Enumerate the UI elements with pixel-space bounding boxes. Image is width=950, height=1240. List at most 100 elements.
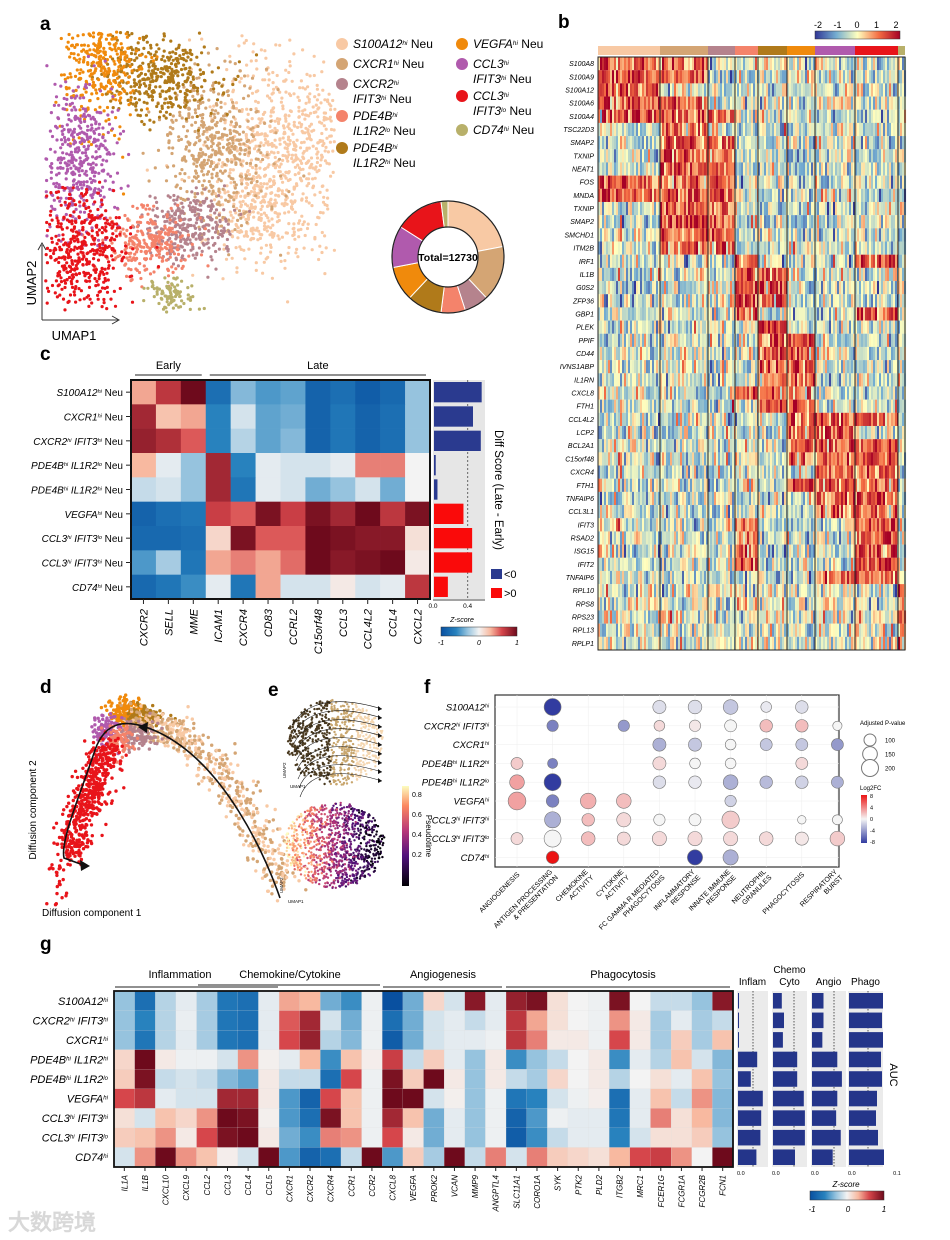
cell-point [219, 100, 223, 104]
heatmap-cell [642, 57, 645, 71]
cell-point [307, 100, 311, 104]
cell-point [246, 74, 250, 78]
cell-point [197, 106, 201, 110]
cell-point [106, 113, 110, 117]
heatmap-cell [875, 96, 878, 110]
heatmap-cell [726, 96, 729, 110]
heatmap-cell [776, 149, 779, 163]
cell-point [279, 259, 283, 263]
cell-point [292, 230, 296, 234]
cell-point [230, 160, 234, 164]
cell-point [93, 277, 97, 281]
cell-point [182, 63, 186, 67]
cell-point [83, 119, 87, 124]
cell-point [176, 74, 180, 78]
cell-point [193, 206, 197, 210]
cell-point [109, 99, 113, 103]
cell-point [208, 105, 212, 109]
cell-point [323, 98, 327, 102]
cell-point [210, 236, 215, 240]
cell-point [108, 174, 113, 178]
heatmap-cell [857, 136, 860, 150]
cell-point [276, 234, 280, 238]
cell-point [84, 109, 88, 113]
cell-point [216, 236, 220, 240]
heatmap-cell [829, 70, 832, 84]
cell-point [72, 268, 76, 272]
heatmap-cell [776, 83, 779, 97]
heatmap-cell [835, 162, 838, 176]
cell-point [129, 51, 134, 56]
cell-point [239, 162, 243, 167]
heatmap-cell [606, 162, 609, 176]
cell-point [267, 200, 271, 204]
cell-point [50, 134, 55, 139]
cell-point [86, 124, 90, 128]
cell-point [186, 297, 190, 301]
cell-point [199, 72, 203, 76]
heatmap-cell [780, 136, 783, 150]
cell-point [329, 104, 333, 108]
heatmap-cell [724, 96, 727, 110]
heatmap-cell [778, 149, 781, 163]
heatmap-cell [692, 136, 695, 150]
heatmap-cell [682, 136, 685, 150]
heatmap-cell [789, 83, 792, 97]
cell-point [107, 67, 111, 71]
cell-point [56, 284, 60, 288]
heatmap-cell [793, 96, 796, 110]
cell-point [101, 158, 105, 162]
cell-point [247, 146, 251, 150]
cell-point [213, 230, 218, 234]
cell-point [160, 106, 164, 110]
heatmap-cell [728, 162, 731, 176]
cell-point [111, 57, 115, 61]
cell-point [89, 128, 93, 132]
heatmap-cell [755, 136, 758, 150]
heatmap-cell [728, 109, 731, 123]
gene-heatmap: S100A8S100A9S100A12S100A6S100A4TSC22D3SM… [560, 46, 907, 651]
heatmap-cell [642, 149, 645, 163]
heatmap-cell [620, 149, 623, 163]
cell-point [107, 260, 111, 264]
cell-point [73, 259, 77, 263]
cell-point [297, 235, 301, 239]
cell-point [216, 143, 220, 147]
legend-item: S100A12hi Neu [336, 37, 433, 51]
cell-point [217, 81, 221, 85]
heatmap-cell [610, 57, 613, 71]
cell-point [142, 299, 146, 303]
cell-point [219, 224, 224, 228]
cell-point [99, 61, 103, 65]
heatmap-cell [694, 162, 697, 176]
cell-point [238, 69, 242, 73]
cell-point [121, 155, 125, 159]
cell-point [129, 98, 133, 102]
cell-point [64, 177, 68, 181]
cell-point [246, 94, 250, 98]
heatmap-cell [630, 162, 633, 176]
cell-point [157, 47, 161, 51]
cell-point [213, 115, 217, 120]
heatmap-cell [632, 175, 635, 189]
cell-point [165, 310, 169, 314]
heatmap-cell [762, 122, 765, 137]
heatmap-cell [626, 96, 629, 110]
cell-point [215, 216, 219, 220]
cell-point [98, 155, 102, 159]
heatmap-cell [835, 149, 838, 163]
cell-point [119, 186, 123, 190]
cell-point [64, 80, 68, 84]
cell-point [65, 250, 69, 254]
heatmap-cell [895, 57, 898, 71]
heatmap-cell [710, 83, 713, 97]
heatmap-cell [789, 175, 792, 189]
cell-point [262, 211, 266, 215]
cell-point [323, 111, 328, 115]
heatmap-cell [726, 57, 729, 71]
cell-point [107, 117, 111, 122]
cell-point [323, 203, 327, 207]
cell-point [116, 68, 120, 72]
heatmap-cell [762, 109, 765, 123]
heatmap-cell [722, 83, 725, 97]
